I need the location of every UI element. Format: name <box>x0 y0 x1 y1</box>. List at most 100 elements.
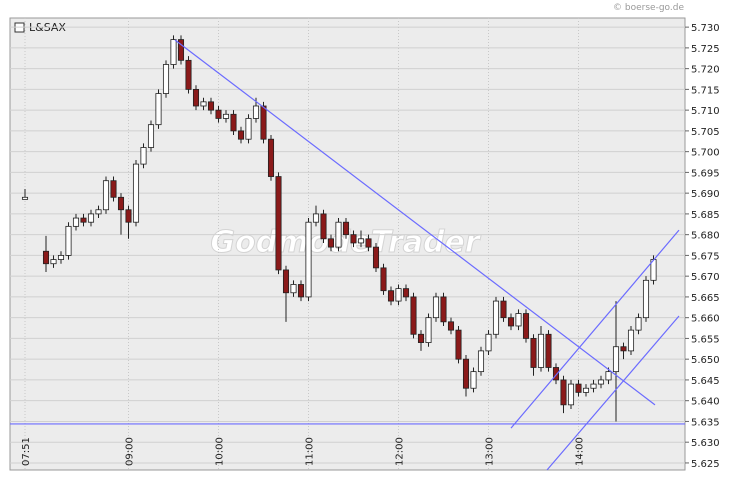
candle-body <box>260 105 267 140</box>
candle-body <box>410 296 417 335</box>
candle-body <box>357 238 365 244</box>
y-tick-label: 5.690 <box>691 189 720 200</box>
candle-body <box>635 317 642 331</box>
candle-body <box>507 317 515 327</box>
source: © boerse-go.de <box>613 3 684 13</box>
candle-body <box>560 379 567 406</box>
x-tick-label: 07:51 <box>21 437 32 466</box>
candle-body <box>597 379 605 385</box>
candle-body <box>627 329 635 352</box>
candle-body <box>320 213 327 240</box>
candle-body <box>290 284 297 294</box>
candle-body <box>95 209 102 215</box>
candle-body <box>207 101 215 111</box>
candle-body <box>282 269 290 294</box>
candle-body <box>462 358 470 389</box>
y-tick-label: 5.655 <box>691 334 720 345</box>
candle-body <box>492 300 500 335</box>
y-tick-label: 5.660 <box>691 314 720 325</box>
y-tick-label: 5.640 <box>691 397 720 408</box>
candle-body <box>237 130 245 140</box>
candle-body <box>605 371 612 381</box>
y-tick-label: 5.675 <box>691 251 720 262</box>
candle-body <box>372 246 380 269</box>
candle-body <box>177 39 185 61</box>
candle-body <box>102 180 110 211</box>
candle-body <box>125 209 132 223</box>
y-tick-label: 5.685 <box>691 210 720 221</box>
candle-body <box>42 250 50 265</box>
candle-body <box>447 321 455 331</box>
candle-body <box>575 383 582 393</box>
x-tick-label: 10:00 <box>215 437 226 466</box>
x-tick-label: 12:00 <box>395 437 406 466</box>
y-tick-label: 5.635 <box>691 417 720 428</box>
candle-body <box>590 383 597 389</box>
candle-body <box>567 383 575 406</box>
candle-body <box>267 138 275 177</box>
candle-body <box>80 217 87 223</box>
y-tick-label: 5.665 <box>691 293 720 304</box>
candle-body <box>387 290 395 302</box>
candle-body <box>485 333 492 352</box>
candle-body <box>312 213 320 223</box>
candle-body <box>245 118 252 140</box>
trend-line <box>510 229 680 429</box>
y-tick-label: 5.630 <box>691 438 720 449</box>
candle-body <box>530 338 537 368</box>
trend-line <box>174 39 656 406</box>
trend-line <box>546 315 680 471</box>
candle-body <box>65 225 72 256</box>
candle-body <box>425 317 432 343</box>
x-tick-label: 13:00 <box>485 437 496 466</box>
candle-body <box>395 288 402 302</box>
candle-body <box>477 350 485 373</box>
y-tick-label: 5.695 <box>691 168 720 179</box>
y-tick-label: 5.650 <box>691 355 720 366</box>
candle-body <box>110 180 117 198</box>
candle-body <box>147 124 155 148</box>
candle-body <box>470 371 477 389</box>
candle-body <box>200 101 207 107</box>
y-tick-label: 5.680 <box>691 231 720 242</box>
candle-body <box>132 163 140 223</box>
candle-body <box>192 88 200 107</box>
candle-body <box>140 147 147 165</box>
candle-body <box>552 367 560 381</box>
candle-body <box>155 93 162 126</box>
candle-body <box>305 221 312 298</box>
candle-body <box>327 238 335 248</box>
x-tick-label: 14:00 <box>575 437 586 466</box>
candle-body <box>50 259 57 265</box>
candle-body <box>455 329 462 360</box>
candle-body <box>402 288 410 298</box>
candle-body <box>522 313 530 339</box>
candle-body <box>365 238 372 248</box>
candle-body <box>335 221 342 248</box>
candle-body <box>230 113 237 132</box>
candle-body <box>500 300 507 319</box>
candle-body <box>222 113 230 119</box>
y-tick-label: 5.720 <box>691 65 720 76</box>
y-tick-label: 5.725 <box>691 44 720 55</box>
y-tick-label: 5.700 <box>691 148 720 159</box>
y-tick-label: 5.645 <box>691 376 720 387</box>
candle-body <box>380 267 387 292</box>
y-tick-label: 5.625 <box>691 459 720 470</box>
candle-body <box>215 109 222 119</box>
candle-body <box>72 217 80 227</box>
candle-body <box>612 346 620 373</box>
candle-body <box>87 213 95 223</box>
candle-body <box>275 176 282 271</box>
candle-body <box>342 221 350 236</box>
y-tick-label: 5.730 <box>691 23 720 34</box>
candle-body <box>162 64 170 94</box>
candle-body <box>117 196 125 211</box>
y-tick-label: 5.705 <box>691 127 720 138</box>
candle-body <box>252 105 260 119</box>
y-tick-label: 5.670 <box>691 272 720 283</box>
candle-body <box>545 333 552 368</box>
candle-body <box>537 333 545 368</box>
x-tick-label: 09:00 <box>125 437 136 466</box>
